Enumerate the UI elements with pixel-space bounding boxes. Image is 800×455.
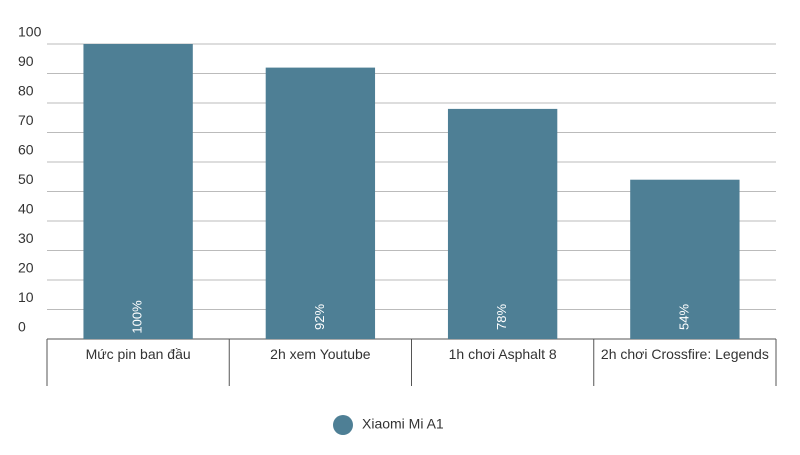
x-tick-label-box: 1h chơi Asphalt 8 xyxy=(448,346,557,362)
bar xyxy=(265,67,376,339)
value-label: 78% xyxy=(494,304,509,330)
x-tick-label: 1h chơi Asphalt 8 xyxy=(448,346,557,362)
y-tick-label: 50 xyxy=(18,171,34,187)
y-tick-label: 90 xyxy=(18,53,34,69)
y-tick-label: 80 xyxy=(18,83,34,99)
x-tick-label: Mức pin ban đầu xyxy=(85,346,191,362)
value-label: 92% xyxy=(312,304,327,330)
y-tick-label: 60 xyxy=(18,142,34,158)
y-tick-label: 100 xyxy=(18,24,42,40)
bar xyxy=(83,44,193,339)
legend-label: Xiaomi Mi A1 xyxy=(362,416,444,432)
x-tick-label-box: 2h chơi Crossfire: Legends xyxy=(600,346,769,362)
value-label: 100% xyxy=(130,300,145,334)
y-tick-label: 30 xyxy=(18,230,34,246)
x-tick-label-box: 2h xem Youtube xyxy=(270,346,371,362)
value-label: 54% xyxy=(676,304,691,330)
y-tick-label: 20 xyxy=(18,260,34,276)
bar xyxy=(447,108,558,340)
bar xyxy=(630,179,740,339)
y-tick-label: 40 xyxy=(18,201,34,217)
x-tick-label: 2h xem Youtube xyxy=(270,346,371,362)
y-tick-label: 0 xyxy=(18,319,26,335)
y-tick-label: 70 xyxy=(18,112,34,128)
y-tick-label: 10 xyxy=(18,289,34,305)
x-tick-label: 2h chơi Crossfire: Legends xyxy=(600,346,769,362)
legend-marker xyxy=(333,415,353,435)
x-tick-label-box: Mức pin ban đầu xyxy=(85,346,191,362)
